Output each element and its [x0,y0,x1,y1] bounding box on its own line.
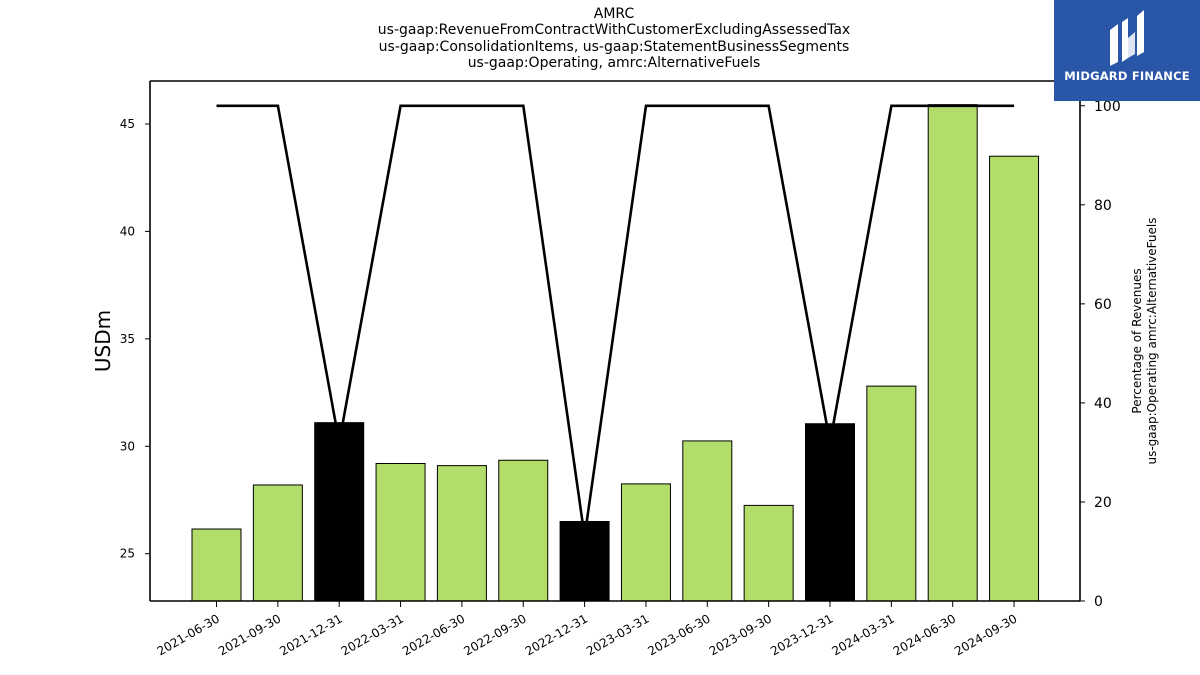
x-tick-label-2022-12-31: 2022-12-31 [523,611,590,658]
y-tick-label-35: 35 [120,332,135,346]
y-tick-label-30: 30 [120,439,135,453]
bar-2024-09-30 [989,155,1040,602]
y-tick-label-45: 45 [120,117,135,131]
x-tick-label-2021-09-30: 2021-09-30 [216,611,283,658]
bar-2023-09-30 [743,504,794,602]
x-tick-label-2021-12-31: 2021-12-31 [277,611,344,658]
percentage-line [216,104,1015,537]
bar-2021-12-31 [314,422,365,602]
y2-tick-label-40: 40 [1094,396,1112,412]
midgard-logo-icon [1110,10,1144,66]
bar-2024-06-30 [927,104,978,602]
x-tick-label-2024-09-30: 2024-09-30 [952,611,1019,658]
x-tick-label-2023-09-30: 2023-09-30 [707,611,774,658]
x-tick-label-2021-06-30: 2021-06-30 [155,611,222,658]
midgard-finance-logo: MIDGARD FINANCE [1054,0,1200,101]
y-axis-label: USDm [91,310,115,372]
bar-2022-03-31 [375,462,426,602]
y2-axis-label-line-2: us-gaap:Operating amrc:AlternativeFuels [1145,218,1159,465]
chart-title-line-1: AMRC [593,6,635,22]
y-tick-label-40: 40 [120,224,135,238]
bar-2023-03-31 [620,483,671,602]
bars-layer [191,104,1040,602]
chart-title-line-3: us-gaap:ConsolidationItems, us-gaap:Stat… [378,38,850,55]
chart-title-line-4: us-gaap:Operating, amrc:AlternativeFuels [467,54,761,71]
y2-tick-label-60: 60 [1094,297,1112,313]
bar-2022-09-30 [498,459,549,602]
line-layer [216,104,1015,537]
chart-title-line-2: us-gaap:RevenueFromContractWithCustomerE… [377,22,851,39]
bar-2022-06-30 [436,465,487,602]
bar-2024-03-31 [866,385,917,602]
axes-layer [149,80,1081,602]
x-tick-label-2024-03-31: 2024-03-31 [829,611,896,658]
x-tick-label-2024-06-30: 2024-06-30 [891,611,958,658]
y2-tick-label-20: 20 [1094,495,1112,511]
bar-2021-09-30 [252,484,303,602]
x-tick-label-2022-03-31: 2022-03-31 [339,611,406,658]
x-tick-label-2023-03-31: 2023-03-31 [584,611,651,658]
chart-title: AMRC us-gaap:RevenueFromContractWithCust… [214,6,1014,71]
y2-tick-label-0: 0 [1094,594,1103,610]
y2-tick-label-80: 80 [1094,198,1112,214]
bar-2023-06-30 [682,440,733,602]
x-tick-label-2023-06-30: 2023-06-30 [645,611,712,658]
y-tick-label-25: 25 [120,547,135,561]
logo-text: MIDGARD FINANCE [1064,69,1190,83]
y2-tick-label-100: 100 [1094,99,1121,115]
x-tick-label-2022-09-30: 2022-09-30 [461,611,528,658]
bar-2021-06-30 [191,528,242,602]
x-tick-label-2023-12-31: 2023-12-31 [768,611,835,658]
y2-axis-label-line-1: Percentage of Revenues [1130,268,1144,413]
x-tick-label-2022-06-30: 2022-06-30 [400,611,467,658]
bar-2023-12-31 [805,423,855,602]
